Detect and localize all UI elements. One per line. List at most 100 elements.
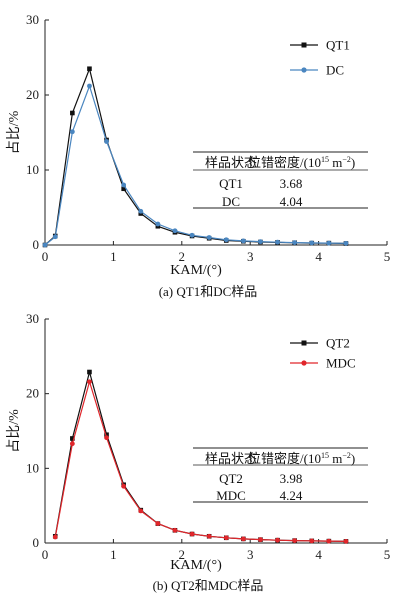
data-point (326, 240, 332, 246)
table-header-part: m (329, 155, 342, 170)
table-header-part: ) (351, 155, 355, 170)
data-point (258, 537, 263, 543)
table-header-part: ) (351, 451, 355, 466)
x-tick-label: 5 (384, 547, 391, 562)
y-tick-label: 10 (26, 460, 39, 475)
legend-item: DC (290, 63, 344, 78)
data-point (87, 66, 92, 72)
series-MDC (52, 379, 349, 544)
legend-label: DC (326, 63, 344, 78)
data-point (70, 436, 75, 441)
data-point (275, 239, 280, 245)
table-header-part: 位错密度/(10 (248, 451, 321, 466)
data-point (52, 534, 58, 540)
table-cell-density: 4.24 (280, 488, 303, 503)
y-tick-label: 0 (33, 237, 40, 252)
legend-marker (301, 67, 307, 73)
table-header-part: m (329, 451, 342, 466)
data-point (309, 538, 315, 544)
data-point (155, 521, 161, 526)
y-tick-label: 10 (26, 162, 39, 177)
chart-panel-b: 0 10 20 30 0 1 2 3 4 5 KAM/(°) 占比/% (b) QT2和MDC样品 QT2… (6, 311, 390, 593)
table-cell-sample: QT2 (219, 471, 243, 486)
data-point (206, 235, 212, 240)
data-point (172, 527, 178, 533)
data-point (172, 228, 178, 234)
x-tick-label: 2 (179, 249, 186, 264)
y-tick-label: 20 (26, 87, 39, 102)
table-header-part: 15 (321, 451, 329, 460)
table-cell-sample: DC (222, 194, 240, 209)
x-tick-label: 5 (384, 249, 391, 264)
data-point (223, 535, 229, 541)
x-tick-label: 3 (247, 547, 254, 562)
table-header-sample: 样品状态 (205, 451, 257, 466)
legend-marker (301, 360, 307, 366)
data-point (69, 441, 75, 447)
legend-marker (301, 340, 307, 346)
x-axis-label: KAM/(°) (170, 558, 222, 573)
data-point (343, 538, 349, 544)
x-tick-label: 1 (110, 547, 117, 562)
table-header-part: −2 (342, 155, 351, 164)
data-point (121, 186, 126, 192)
data-point (87, 83, 92, 89)
y-axis-label: 占比/% (6, 409, 22, 453)
table-header-part: 15 (321, 155, 329, 164)
legend-marker (301, 42, 307, 48)
x-tick-label: 2 (179, 547, 186, 562)
data-point (69, 129, 75, 135)
table-header-part: −2 (342, 451, 351, 460)
data-point (275, 537, 280, 543)
legend-item: MDC (290, 356, 356, 371)
table-header-density: 位错密度/(1015 m−2) (248, 155, 355, 170)
data-point (343, 240, 349, 246)
legend-label: QT1 (326, 38, 350, 53)
data-point (223, 237, 229, 243)
data-point (70, 110, 75, 116)
table-cell-density: 3.68 (280, 176, 303, 191)
legend-item: QT1 (290, 38, 350, 53)
y-axis-label: 占比/% (6, 110, 22, 154)
x-tick-label: 4 (315, 249, 322, 264)
legend-label: QT2 (326, 336, 350, 351)
data-point (189, 531, 195, 537)
data-point (138, 508, 144, 514)
x-tick-label: 0 (42, 249, 49, 264)
table-header-sample: 样品状态 (205, 155, 257, 170)
data-point (121, 182, 127, 188)
data-point (292, 538, 298, 544)
table-cell-sample: QT1 (219, 176, 243, 191)
x-tick-label: 1 (110, 249, 117, 264)
data-point (240, 238, 246, 244)
data-point (155, 221, 161, 227)
chart-panel-a: 0 10 20 30 0 1 2 3 4 5 KAM/(°) 占比/% (a) QT1和DC样品 QT1 D… (6, 12, 390, 299)
data-point (52, 234, 58, 240)
table-header-density: 位错密度/(1015 m−2) (248, 451, 355, 466)
x-tick-label: 4 (315, 547, 322, 562)
data-point (104, 435, 109, 441)
chart-caption: (a) QT1和DC样品 (159, 284, 258, 299)
table-cell-sample: MDC (216, 488, 246, 503)
table-cell-density: 3.98 (280, 471, 303, 486)
data-point (138, 208, 144, 214)
data-point (189, 232, 195, 238)
series-line (54, 379, 347, 542)
data-point (42, 242, 48, 248)
y-tick-label: 30 (26, 12, 39, 27)
data-point (206, 533, 212, 539)
data-point (240, 536, 246, 542)
table-cell-density: 4.04 (280, 194, 303, 209)
data-point (104, 139, 109, 144)
data-point (258, 239, 263, 245)
data-point (121, 483, 127, 489)
legend-item: QT2 (290, 336, 350, 351)
series-DC (42, 83, 349, 248)
x-axis-label: KAM/(°) (170, 263, 222, 278)
data-point (292, 240, 298, 246)
table-header-part: 位错密度/(10 (248, 155, 321, 170)
x-tick-label: 3 (247, 249, 254, 264)
